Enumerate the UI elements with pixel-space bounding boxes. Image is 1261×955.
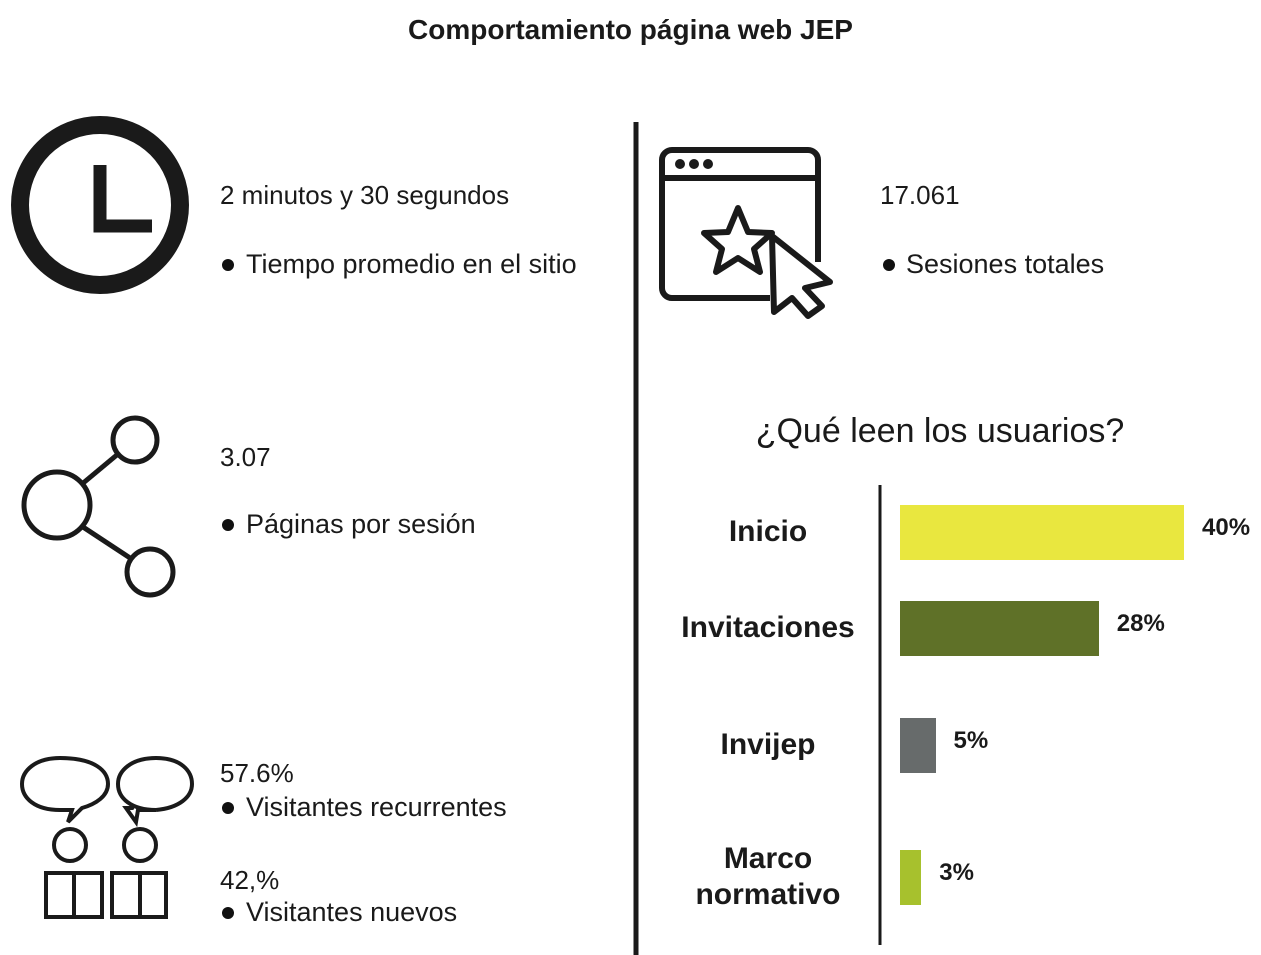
stat-label: Visitantes recurrentes bbox=[246, 792, 507, 822]
category-label: Invijep bbox=[720, 728, 816, 761]
bar bbox=[900, 718, 936, 773]
category-label: Marco normativo bbox=[695, 842, 841, 911]
value-label: 28% bbox=[1116, 610, 1165, 637]
stat-value: 2 minutos y 30 segundos bbox=[220, 180, 510, 210]
bullet bbox=[222, 259, 234, 271]
bullet bbox=[222, 907, 234, 919]
stat-label: Tiempo promedio en el sitio bbox=[246, 249, 577, 279]
stat-value: 17.061 bbox=[880, 180, 960, 210]
stat-label: Sesiones totales bbox=[906, 249, 1105, 279]
bar bbox=[900, 850, 922, 905]
stat-value: 3.07 bbox=[220, 442, 271, 472]
category-label: Inicio bbox=[728, 515, 808, 548]
value-label: 3% bbox=[939, 859, 974, 886]
visitors-icon bbox=[19, 755, 195, 919]
stat-value: 42,% bbox=[220, 865, 280, 895]
bullet bbox=[883, 259, 895, 271]
category-label: Invitaciones bbox=[681, 611, 855, 644]
browser-icon bbox=[659, 147, 833, 319]
value-label: 40% bbox=[1202, 514, 1251, 541]
stat-value: 57.6% bbox=[220, 758, 294, 788]
stat-label: Visitantes nuevos bbox=[246, 897, 458, 927]
bullet bbox=[222, 519, 234, 531]
page-title: Comportamiento página web JEP bbox=[408, 14, 853, 45]
bullet bbox=[222, 802, 234, 814]
share-icon bbox=[21, 415, 176, 598]
stat-label: Páginas por sesión bbox=[246, 509, 476, 539]
chart-title: ¿Qué leen los usuarios? bbox=[755, 412, 1125, 450]
bar bbox=[900, 505, 1184, 560]
bar bbox=[900, 601, 1099, 656]
value-label: 5% bbox=[953, 727, 989, 754]
clock-icon bbox=[11, 116, 189, 294]
